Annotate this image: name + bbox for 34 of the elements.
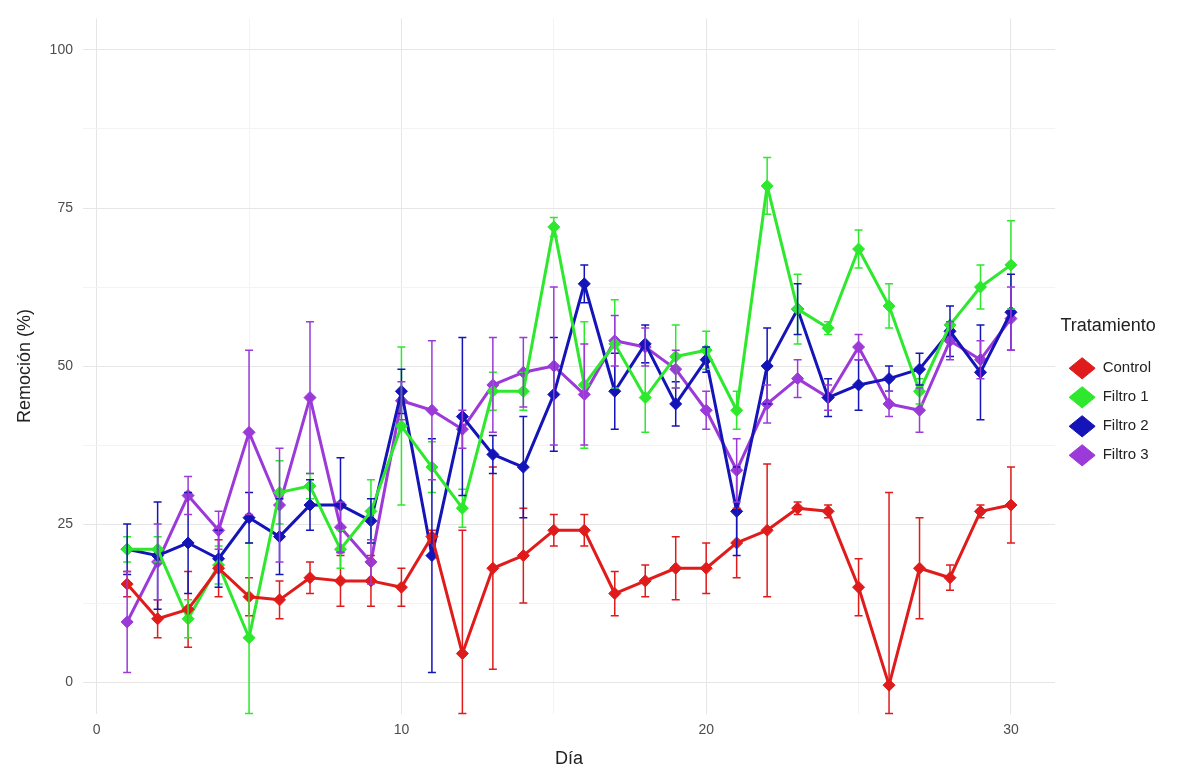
point [333,574,347,588]
y-tick-label: 50 [57,356,74,373]
point [151,612,165,626]
legend-title: Tratamiento [1060,315,1156,336]
x-tick-label: 0 [92,720,101,737]
x-tick-label: 10 [393,720,410,737]
point [669,362,683,376]
point [669,397,683,411]
x-tick-label: 20 [698,720,715,737]
point [852,340,866,354]
legend-label: Filtro 2 [1102,416,1149,434]
x-axis-title: Día [555,748,585,769]
point [455,501,469,515]
point [973,280,987,294]
point [730,403,744,417]
legend-label: Filtro 1 [1102,387,1149,405]
point [913,403,927,417]
point [852,580,866,594]
point [852,378,866,392]
y-axis-title: Remoción (%) [13,308,34,424]
y-tick-label: 25 [57,514,74,531]
point [913,362,927,376]
y-tick-label: 75 [57,198,74,215]
legend-label: Control [1102,358,1151,376]
point [273,593,287,607]
point [913,561,927,575]
legend-label: Filtro 3 [1102,445,1149,463]
point [852,242,866,256]
point [394,419,408,433]
point [516,460,530,474]
point [394,580,408,594]
y-tick-label: 100 [49,40,74,57]
x-tick-label: 30 [1003,720,1019,737]
y-tick-label: 0 [65,672,74,689]
